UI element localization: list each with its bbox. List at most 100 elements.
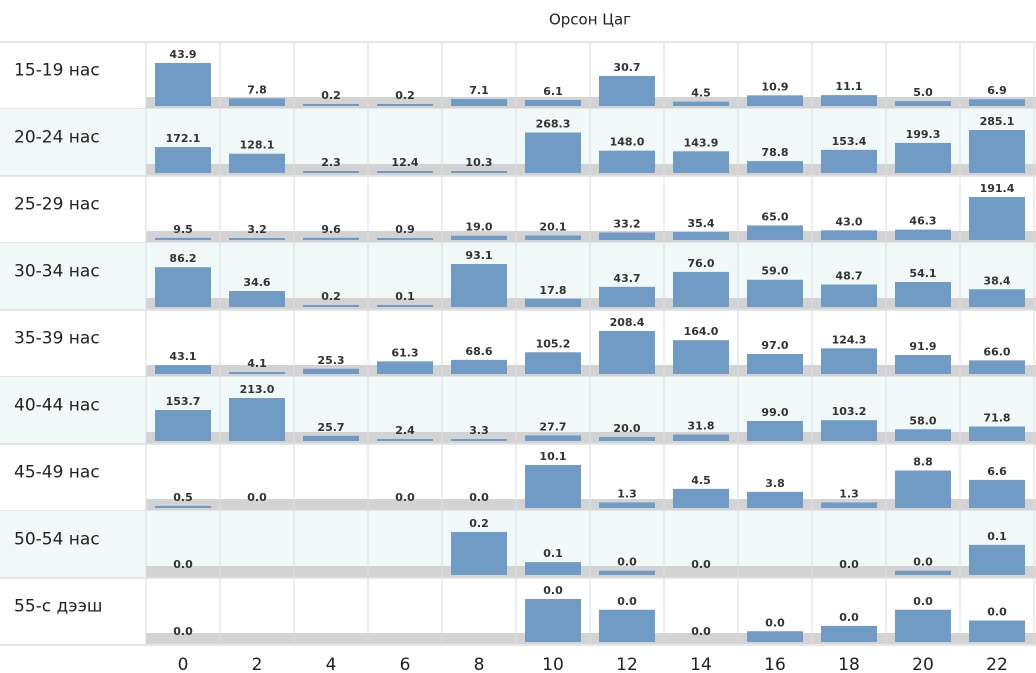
value-label: 199.3 [906,128,941,141]
value-label: 5.0 [913,86,933,99]
value-label: 43.0 [835,215,862,228]
value-label: 2.4 [395,424,415,437]
value-label: 35.4 [687,217,714,230]
bar [525,132,581,173]
bar [599,150,655,173]
bar [895,142,951,173]
value-label: 0.2 [321,290,341,303]
bar [377,238,433,240]
value-label: 43.7 [613,272,640,285]
row-band [146,432,1036,443]
bar [525,562,581,575]
bar [451,359,507,374]
row-label: 25-29 нас [14,195,100,215]
value-label: 0.0 [469,491,489,504]
bar [747,421,803,441]
chart-title: Орсон Цаг [549,11,631,29]
bar [895,609,951,642]
value-label: 27.7 [539,420,566,433]
bar [451,532,507,575]
value-label: 8.8 [913,456,933,469]
value-label: 213.0 [240,383,275,396]
value-label: 153.7 [166,395,201,408]
bar [673,151,729,173]
value-label: 76.0 [687,257,714,270]
bar [155,147,211,173]
x-tick-label: 16 [764,655,786,673]
value-label: 3.2 [247,223,267,236]
value-label: 19.0 [465,221,492,234]
bar [525,599,581,642]
bar [303,435,359,441]
x-tick-label: 18 [838,655,860,673]
x-tick-label: 20 [912,655,934,673]
value-label: 12.4 [391,156,418,169]
row-band [146,566,1036,577]
bar [969,620,1025,642]
value-label: 0.0 [617,595,637,608]
bar [155,63,211,106]
bar [821,284,877,307]
value-label: 0.0 [765,616,785,629]
bar [525,100,581,106]
row-label: 30-34 нас [14,262,100,282]
bar [821,625,877,642]
bar [229,153,285,173]
value-label: 9.5 [173,223,193,236]
value-label: 10.3 [465,156,492,169]
value-label: 91.9 [909,340,936,353]
value-label: 58.0 [909,414,936,427]
bar [377,171,433,173]
value-label: 17.8 [539,284,566,297]
bar [525,352,581,374]
bar [821,95,877,106]
row-label: 55-с дээш [14,597,103,617]
row-label: 50-54 нас [14,530,100,550]
bar [747,631,803,642]
value-label: 0.0 [839,558,859,571]
bar [895,229,951,240]
value-label: 71.8 [983,412,1010,425]
value-label: 1.3 [617,487,637,500]
bar [303,305,359,307]
value-label: 172.1 [166,132,201,145]
bar [969,426,1025,441]
value-label: 48.7 [835,270,862,283]
value-label: 43.1 [169,350,196,363]
value-label: 103.2 [832,405,867,418]
value-label: 0.1 [543,547,563,560]
bar [673,434,729,441]
value-label: 25.7 [317,421,344,434]
value-label: 25.3 [317,354,344,367]
value-label: 54.1 [909,267,936,280]
value-label: 10.9 [761,80,788,93]
value-label: 0.0 [691,558,711,571]
value-label: 9.6 [321,223,341,236]
value-label: 6.9 [987,84,1007,97]
bar [377,305,433,307]
value-label: 46.3 [909,215,936,228]
bar [895,355,951,374]
x-tick-label: 14 [690,655,712,673]
value-label: 3.8 [765,477,785,490]
row-band [146,231,1036,242]
bar [969,130,1025,173]
value-label: 1.3 [839,487,859,500]
value-label: 10.1 [539,450,566,463]
value-label: 0.1 [395,290,415,303]
x-tick-label: 8 [474,655,485,673]
bar [969,99,1025,106]
value-label: 97.0 [761,339,788,352]
bar [673,101,729,106]
row-label: 35-39 нас [14,329,100,349]
bar [229,372,285,374]
value-label: 105.2 [536,337,571,350]
value-label: 2.3 [321,156,341,169]
bar [155,267,211,307]
bar [599,502,655,508]
bar [377,439,433,441]
value-label: 164.0 [684,325,719,338]
bar [673,271,729,307]
value-label: 4.5 [691,474,711,487]
value-label: 20.1 [539,220,566,233]
